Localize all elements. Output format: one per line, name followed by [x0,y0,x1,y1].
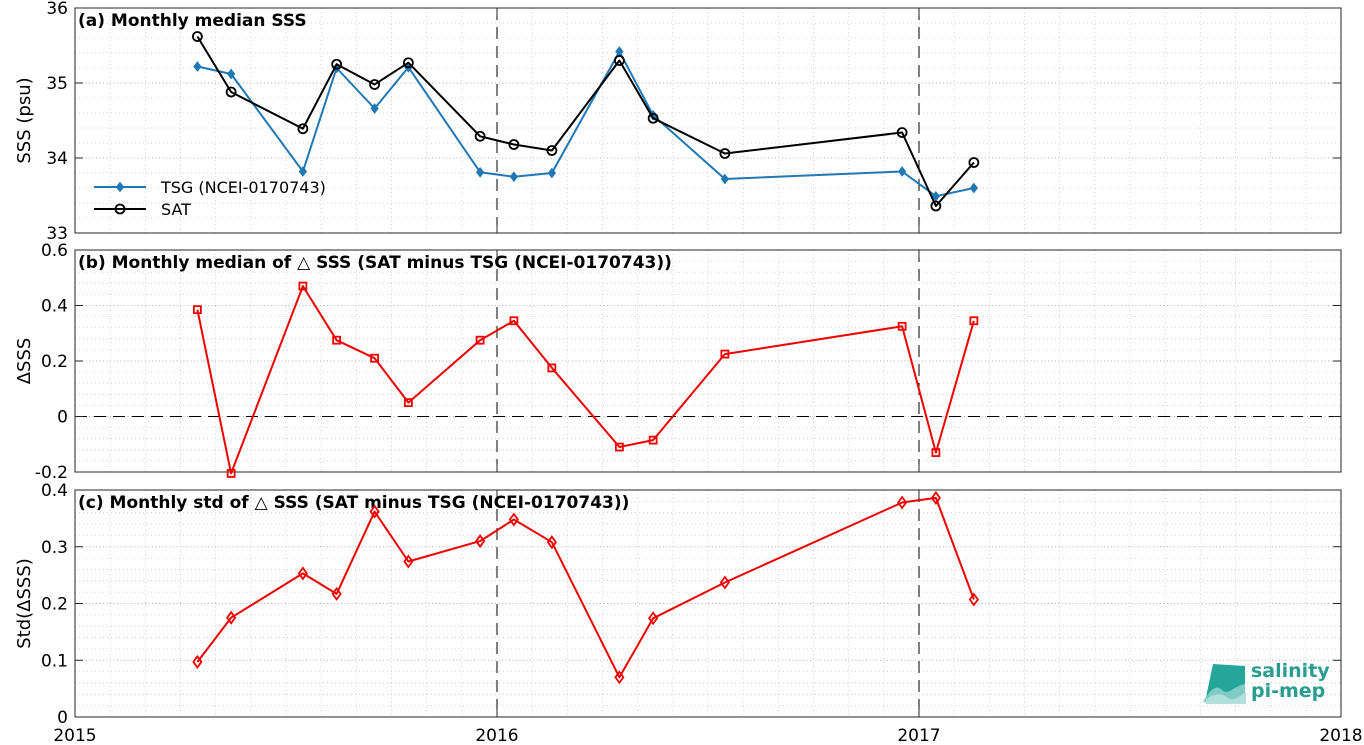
data-point [403,398,413,408]
data-point [227,68,236,80]
y-tick-label: 35 [46,74,68,94]
axes-frame [74,7,1342,234]
data-point [402,57,414,69]
y-tick-label: -0.2 [35,463,68,483]
data-point [331,586,342,601]
panel-b-delta-sss: -0.2 0 0.2 0.4 0.6 ΔSSS (b) Monthly median of … [14,241,1342,483]
x-tick-label: 2017 [897,726,940,745]
y-tick-label: 36 [46,0,68,19]
data-point [370,353,380,363]
data-point [369,79,381,90]
data-point [931,448,941,457]
x-tick-label: 2016 [475,726,518,745]
data-point [332,335,342,345]
data-point [614,442,624,452]
data-point [509,171,519,183]
y-tick-label: 0.2 [41,595,68,615]
data-point [968,157,980,168]
data-point [225,86,237,98]
data-point [508,139,520,150]
panel-title: (c) Monthly std of △ SSS (SAT minus TSG … [78,493,629,513]
data-point [298,281,308,291]
series-line-0 [197,50,975,198]
legend-entry: TSG (NCEI-0170743) [160,178,326,197]
data-point [474,130,486,142]
y-tick-label: 0 [57,408,68,428]
data-point [475,534,486,549]
salinity-pi-mep-logo: salinity pi-mep [1203,660,1330,704]
y-tick-label: 0.4 [41,297,68,317]
data-point [897,495,908,510]
data-point [720,173,730,185]
data-point [648,435,658,445]
series-line-0 [196,496,975,679]
x-tick-label: 2015 [53,726,96,745]
data-point [331,58,343,70]
data-point [613,55,625,66]
data-point [226,468,236,478]
data-point [191,31,203,42]
data-point [475,166,485,178]
series-line-0 [196,285,975,475]
data-point [719,575,730,590]
data-point [614,670,625,685]
panel-title: (b) Monthly median of △ SSS (SAT minus T… [78,253,672,273]
y-axis-label: Std(ΔSSS) [14,558,35,649]
data-point [647,112,659,124]
y-tick-label: 33 [46,224,68,244]
series-line-1 [196,35,975,207]
panel-title: (a) Monthly median SSS [78,11,307,31]
data-point [508,512,519,527]
y-tick-label: 0.4 [41,481,68,501]
y-tick-label: 0.3 [41,538,68,558]
data-point [930,490,941,505]
data-point [297,566,308,581]
logo-wave-icon [1203,664,1246,704]
legend-marker [114,203,126,215]
data-point [547,167,556,179]
logo-line2: pi-mep [1251,680,1325,702]
y-axis-label: ΔSSS [14,338,35,385]
data-point [369,504,380,519]
data-point [226,610,237,625]
data-point [896,127,908,138]
data-point [719,148,731,159]
logo-line1: salinity [1251,660,1330,682]
data-point [297,123,309,135]
data-point [403,554,414,569]
data-point [968,592,979,607]
data-point [648,611,659,626]
data-point [475,335,485,345]
legend-entry: SAT [161,200,191,219]
y-tick-label: 34 [46,149,68,169]
data-point [370,103,379,114]
data-point [546,535,557,550]
data-point [193,61,202,72]
data-point [547,363,557,373]
data-point [930,200,942,212]
data-point [546,145,558,156]
panel-a-monthly-median-sss: 33 34 35 36 SSS (psu) (a) Monthly median SSS T… [14,0,1342,244]
y-tick-label: 0.6 [41,241,68,261]
x-tick-label: 2018 [1319,726,1362,745]
y-tick-label: 0 [57,708,68,728]
panel-c-std-delta-sss: 0 0.1 0.2 0.3 0.4 2015 2016 2017 2018 Std(ΔSSS) (c… [14,481,1363,745]
data-point [897,166,907,177]
legend-marker [115,181,125,193]
legend: TSG (NCEI-0170743) SAT [94,178,326,219]
data-point [192,654,203,669]
y-tick-label: 0.1 [41,651,68,671]
data-point [298,166,308,177]
y-axis-label: SSS (psu) [14,77,35,163]
data-point [897,321,907,331]
data-point [720,349,730,359]
data-point [192,305,202,315]
data-point [969,316,979,326]
data-point [969,182,978,194]
y-tick-label: 0.2 [41,352,68,372]
data-point [509,316,519,326]
